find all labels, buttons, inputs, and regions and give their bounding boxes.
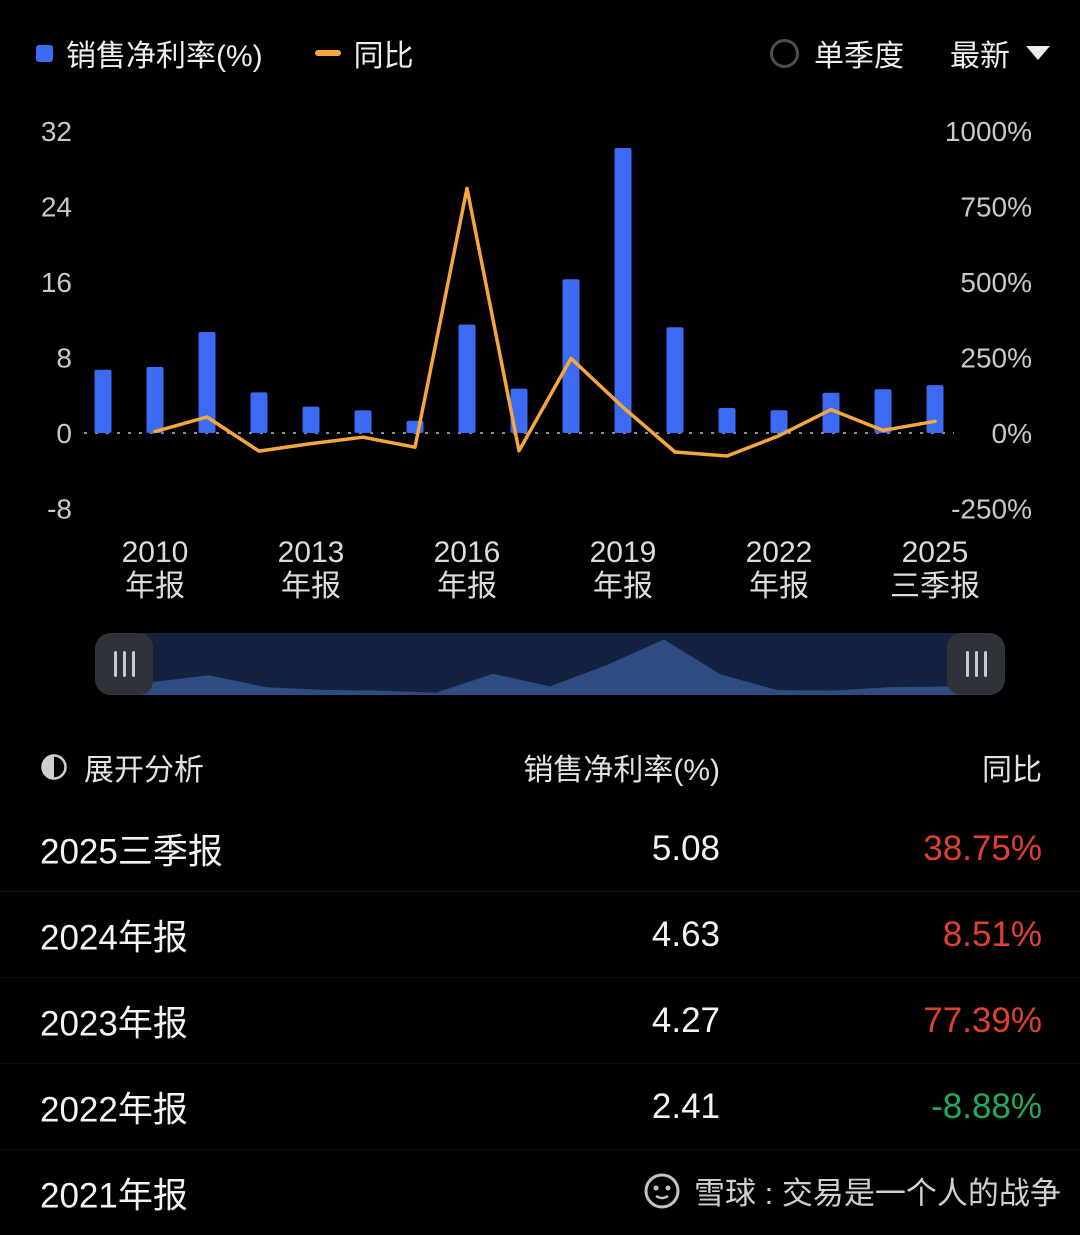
legend-net-margin[interactable]: 销售净利率(%)	[36, 31, 263, 75]
col-header-yoy: 同比	[982, 754, 1042, 787]
x-axis-tick: 年报	[593, 570, 653, 603]
left-axis-tick: -8	[47, 494, 72, 525]
expand-analysis-button[interactable]: 展开分析	[38, 745, 204, 789]
table-row[interactable]: 2022年报 2.41 -8.88%	[0, 1063, 1080, 1149]
right-axis-tick: 1000%	[945, 116, 1032, 147]
x-axis-tick: 2019	[590, 536, 657, 569]
row-period: 2021年报	[40, 1176, 188, 1215]
nav-area	[95, 639, 1005, 695]
single-quarter-label: 单季度	[814, 40, 904, 73]
single-quarter-toggle[interactable]: 单季度	[770, 31, 904, 75]
row-value: 5.08	[651, 828, 720, 868]
row-period: 2023年报	[40, 1004, 188, 1043]
yoy-line	[153, 186, 937, 458]
caret-down-icon	[1026, 46, 1050, 60]
row-value: 4.63	[651, 914, 720, 954]
row-yoy: -8.88%	[931, 1086, 1042, 1126]
x-axis-tick: 2022	[746, 536, 813, 569]
right-axis-tick: 250%	[960, 343, 1032, 374]
right-axis-tick: 0%	[992, 418, 1032, 449]
main-chart[interactable]: 32241680-81000%750%500%250%0%-250%2010年报…	[0, 92, 1080, 622]
net-margin-bar[interactable]	[822, 392, 840, 433]
net-margin-bar[interactable]	[614, 148, 632, 433]
expand-analysis-label: 展开分析	[84, 754, 204, 787]
x-axis-tick: 年报	[437, 570, 497, 603]
x-axis-tick: 2013	[278, 536, 345, 569]
table-header: 展开分析 销售净利率(%) 同比	[0, 742, 1080, 792]
xueqiu-logo-icon	[644, 1173, 680, 1208]
yoy-swatch-icon	[314, 50, 341, 56]
col-header-value: 销售净利率(%)	[523, 754, 720, 787]
net-margin-swatch-icon	[36, 44, 53, 62]
net-margin-bar[interactable]	[666, 327, 684, 433]
net-margin-bar[interactable]	[562, 279, 580, 433]
row-yoy: 8.51%	[942, 914, 1042, 954]
net-margin-bar[interactable]	[302, 406, 320, 433]
row-yoy: 38.75%	[923, 828, 1042, 868]
right-axis-tick: 750%	[960, 192, 1032, 223]
net-margin-bar[interactable]	[718, 408, 736, 433]
legend-yoy[interactable]: 同比	[314, 31, 414, 75]
table-row[interactable]: 2023年报 4.27 77.39%	[0, 977, 1080, 1063]
table-row[interactable]: 2024年报 4.63 8.51%	[0, 891, 1080, 977]
x-axis-tick: 2016	[434, 536, 501, 569]
table-row[interactable]: 2025三季报 5.08 38.75%	[0, 806, 1080, 891]
legend-net-margin-label: 销售净利率(%)	[66, 40, 263, 73]
net-margin-bar[interactable]	[94, 369, 112, 433]
x-axis-tick: 年报	[749, 570, 809, 603]
row-period: 2022年报	[40, 1090, 188, 1129]
x-axis-tick: 三季报	[890, 570, 980, 603]
net-margin-bar[interactable]	[458, 324, 476, 434]
watermark-text: 雪球 : 交易是一个人的战争	[694, 1176, 1061, 1211]
net-margin-bar[interactable]	[198, 332, 216, 433]
metric-table: 2025三季报 5.08 38.75% 2024年报 4.63 8.51% 20…	[0, 806, 1080, 1235]
x-axis-tick: 2025	[902, 536, 969, 569]
xueqiu-watermark: 雪球 : 交易是一个人的战争	[642, 1168, 1061, 1213]
radio-circle-icon	[770, 38, 799, 68]
net-margin-bar[interactable]	[354, 410, 372, 433]
net-margin-bar[interactable]	[250, 392, 268, 433]
right-axis-tick: 500%	[960, 267, 1032, 298]
net-margin-bar[interactable]	[146, 366, 164, 433]
scrubber-right-handle[interactable]	[947, 633, 1005, 695]
row-period: 2025三季报	[40, 832, 223, 871]
half-circle-icon	[41, 754, 67, 780]
nav-area-chart	[95, 639, 1005, 695]
left-axis-tick: 8	[56, 343, 72, 374]
latest-dropdown[interactable]: 最新	[950, 31, 1050, 75]
left-axis-tick: 32	[41, 116, 72, 147]
left-axis-tick: 24	[41, 192, 72, 223]
table-row[interactable]: 2021年报	[0, 1149, 1080, 1235]
range-scrubber[interactable]	[95, 633, 1005, 695]
right-axis-tick: -250%	[951, 494, 1032, 525]
scrubber-left-handle[interactable]	[95, 633, 153, 695]
x-axis-tick: 年报	[125, 570, 185, 603]
net-margin-bar[interactable]	[770, 410, 788, 433]
left-axis-tick: 16	[41, 267, 72, 298]
net-margin-bar[interactable]	[926, 385, 944, 433]
x-axis-tick: 年报	[281, 570, 341, 603]
row-yoy: 77.39%	[923, 1000, 1042, 1040]
latest-dropdown-label: 最新	[950, 40, 1010, 73]
net-margin-bar[interactable]	[874, 389, 892, 433]
chart-legend-bar: 销售净利率(%) 同比 单季度 最新	[36, 30, 1050, 76]
left-axis-tick: 0	[56, 418, 72, 449]
row-value: 4.27	[651, 1000, 720, 1040]
row-value: 2.41	[651, 1086, 720, 1126]
row-period: 2024年报	[40, 918, 188, 957]
legend-yoy-label: 同比	[353, 40, 414, 73]
x-axis-tick: 2010	[122, 536, 189, 569]
